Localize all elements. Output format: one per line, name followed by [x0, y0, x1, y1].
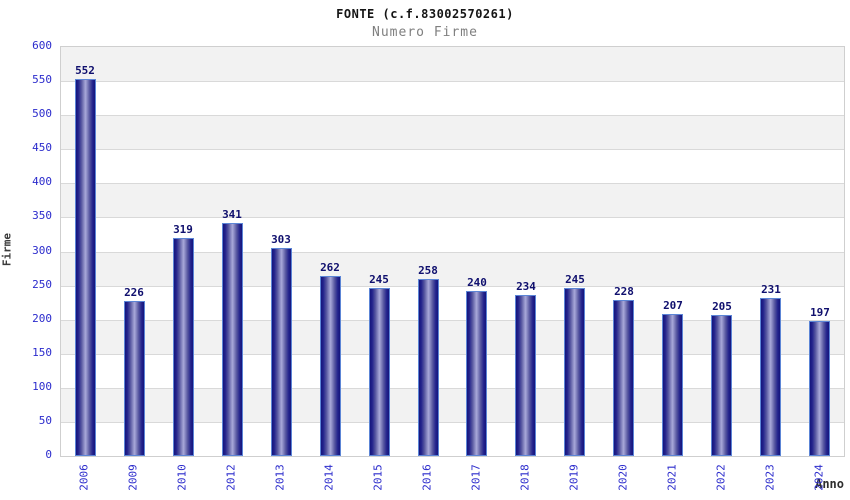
gridline — [61, 149, 844, 150]
y-tick-label: 100 — [32, 380, 52, 393]
y-tick-label: 150 — [32, 346, 52, 359]
x-tick-label: 2022 — [714, 464, 728, 491]
x-tick-label: 2018 — [518, 464, 532, 491]
x-tick-label: 2024 — [812, 464, 826, 491]
bar-value-label: 262 — [320, 261, 340, 274]
gridline — [61, 81, 844, 82]
y-tick-label: 350 — [32, 209, 52, 222]
bar-value-label: 205 — [712, 300, 732, 313]
y-tick-label: 600 — [32, 39, 52, 52]
bar-2022 — [711, 315, 732, 456]
plot-band — [61, 183, 844, 218]
x-tick-label: 2009 — [126, 464, 140, 491]
y-tick-label: 300 — [32, 244, 52, 257]
chart-title: FONTE (c.f.83002570261) — [336, 7, 514, 21]
bar-2019 — [564, 288, 585, 456]
x-axis-title: Anno — [815, 477, 844, 491]
bar-value-label: 228 — [614, 285, 634, 298]
bar-value-label: 258 — [418, 264, 438, 277]
bar-value-label: 319 — [173, 223, 193, 236]
bar-2006 — [75, 79, 96, 456]
plot-band — [61, 81, 844, 116]
bar-2017 — [466, 291, 487, 456]
x-tick-label: 2021 — [665, 464, 679, 491]
bar-value-label: 226 — [124, 286, 144, 299]
bar-value-label: 234 — [516, 280, 536, 293]
gridline — [61, 388, 844, 389]
bar-2010 — [173, 238, 194, 456]
bar-2020 — [613, 300, 634, 456]
gridline — [61, 354, 844, 355]
x-tick-label: 2023 — [763, 464, 777, 491]
bar-value-label: 245 — [369, 273, 389, 286]
plot-band — [61, 115, 844, 150]
bar-value-label: 207 — [663, 299, 683, 312]
bar-value-label: 341 — [222, 208, 242, 221]
bar-2018 — [515, 295, 536, 456]
x-tick-label: 2019 — [567, 464, 581, 491]
x-tick-label: 2013 — [273, 464, 287, 491]
x-tick-label: 2012 — [224, 464, 238, 491]
bar-2015 — [369, 288, 390, 456]
bar-2013 — [271, 248, 292, 456]
y-tick-label: 500 — [32, 107, 52, 120]
gridline — [61, 422, 844, 423]
bar-2016 — [418, 279, 439, 456]
x-tick-label: 2010 — [175, 464, 189, 491]
x-tick-label: 2020 — [616, 464, 630, 491]
gridline — [61, 320, 844, 321]
bar-2009 — [124, 301, 145, 456]
bar-value-label: 197 — [810, 306, 830, 319]
plot-band — [61, 47, 844, 82]
bar-2021 — [662, 314, 683, 456]
bar-2023 — [760, 298, 781, 456]
bar-value-label: 552 — [75, 64, 95, 77]
plot-band — [61, 149, 844, 184]
gridline — [61, 183, 844, 184]
gridline — [61, 115, 844, 116]
bar-value-label: 303 — [271, 233, 291, 246]
y-tick-label: 50 — [38, 414, 52, 427]
x-tick-label: 2017 — [469, 464, 483, 491]
x-tick-label: 2014 — [322, 464, 336, 491]
bar-2024 — [809, 321, 830, 456]
x-tick-label: 2016 — [420, 464, 434, 491]
chart-subtitle: Numero Firme — [372, 25, 478, 40]
bar-value-label: 245 — [565, 273, 585, 286]
y-tick-label: 0 — [45, 448, 52, 461]
bar-2012 — [222, 223, 243, 456]
gridline — [61, 252, 844, 253]
bar-2014 — [320, 276, 341, 456]
bar-value-label: 231 — [761, 283, 781, 296]
gridline — [61, 217, 844, 218]
x-tick-label: 2006 — [77, 464, 91, 491]
y-tick-label: 400 — [32, 175, 52, 188]
y-tick-label: 250 — [32, 278, 52, 291]
plot-area: 552 226 319 341 303 262 245 258 240 234 245 228 207 2… — [60, 46, 845, 457]
y-tick-label: 450 — [32, 141, 52, 154]
gridline — [61, 286, 844, 287]
y-tick-label: 200 — [32, 312, 52, 325]
y-tick-label: 550 — [32, 73, 52, 86]
x-tick-label: 2015 — [371, 464, 385, 491]
bar-value-label: 240 — [467, 276, 487, 289]
